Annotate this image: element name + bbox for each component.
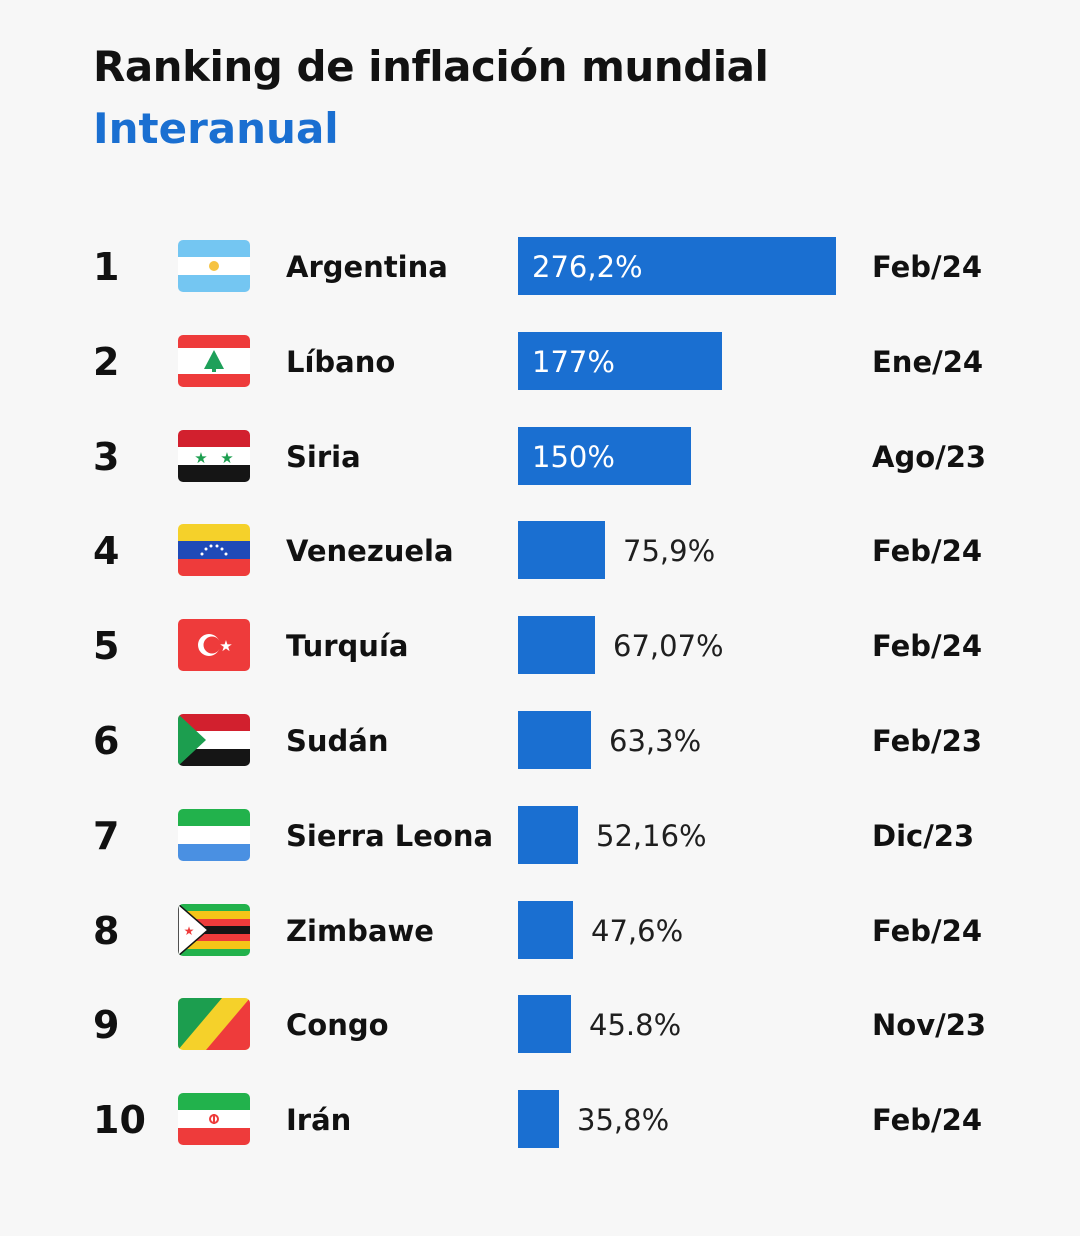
- country-label: Argentina: [286, 250, 448, 284]
- argentina-flag-icon: [178, 240, 250, 292]
- sudan-flag-icon: [178, 714, 250, 766]
- bar-zimbawe: [518, 900, 573, 959]
- bar-sierra-leona: [518, 805, 578, 864]
- ranking-row-venezuela: 4 Venezuela 75,9% Feb/24: [0, 521, 1080, 581]
- date-label: Feb/24: [872, 913, 983, 948]
- value-label: 35,8%: [577, 1103, 670, 1138]
- country-label: Zimbawe: [286, 913, 434, 948]
- rank-number: 10: [93, 1098, 146, 1143]
- rank-number: 7: [93, 813, 120, 858]
- date-label: Feb/24: [872, 534, 983, 569]
- congo-flag-icon: [178, 998, 250, 1051]
- rank-number: 8: [93, 908, 120, 953]
- value-label: 47,6%: [591, 913, 684, 948]
- value-label: 177%: [532, 344, 615, 379]
- rank-number: 2: [93, 339, 120, 384]
- rank-number: 3: [93, 434, 120, 479]
- value-label: 150%: [532, 439, 615, 474]
- ranking-row-argentina: 1 Argentina 276,2% Feb/24: [0, 237, 1080, 297]
- value-label: 45.8%: [589, 1008, 682, 1043]
- syria-flag-icon: ★ ★: [178, 429, 250, 482]
- ranking-row-sierra-leona: 7 Sierra Leona 52,16% Dic/23: [0, 805, 1080, 866]
- date-label: Feb/24: [872, 250, 983, 284]
- chart-subtitle: Interanual: [93, 104, 339, 153]
- date-label: Feb/24: [872, 1103, 983, 1138]
- svg-text:★: ★: [184, 924, 195, 938]
- bar-siria: [518, 426, 691, 485]
- ranking-row-zimbawe: 8 ★ Zimbawe 47,6% Feb/24: [0, 900, 1080, 961]
- rank-number: 9: [93, 1003, 120, 1048]
- country-label: Sierra Leona: [286, 818, 494, 853]
- ranking-row-libano: 2 Líbano 177% Ene/24: [0, 331, 1080, 392]
- bar-venezuela: [518, 521, 605, 580]
- turkey-flag-icon: ★: [178, 619, 250, 672]
- sierra-leone-flag-icon: [178, 808, 250, 861]
- venezuela-flag-icon: [178, 524, 250, 577]
- value-label: 52,16%: [596, 818, 707, 853]
- bar-iran: [518, 1090, 559, 1149]
- date-label: Nov/23: [872, 1008, 987, 1043]
- value-label: 75,9%: [623, 534, 716, 569]
- chart-title: Ranking de inflación mundial: [93, 42, 769, 91]
- date-label: Feb/23: [872, 724, 983, 758]
- bar-libano: [518, 331, 722, 390]
- date-label: Ene/24: [872, 344, 984, 379]
- bar-turquia: [518, 616, 595, 675]
- svg-text:★: ★: [194, 449, 207, 467]
- bar-sudan: [518, 711, 591, 769]
- lebanon-flag-icon: [178, 334, 250, 387]
- zimbabwe-flag-icon: ★: [178, 903, 250, 956]
- svg-text:★: ★: [220, 449, 233, 467]
- ranking-row-siria: 3 ★ ★ Siria 150% Ago/23: [0, 426, 1080, 487]
- country-label: Turquía: [286, 629, 409, 664]
- country-label: Congo: [286, 1008, 389, 1043]
- country-label: Irán: [286, 1103, 352, 1138]
- value-label: 63,3%: [609, 724, 702, 758]
- country-label: Venezuela: [286, 534, 454, 569]
- ranking-row-iran: 10 Irán 35,8% Feb/24: [0, 1090, 1080, 1150]
- rank-number: 1: [93, 245, 120, 289]
- bar-argentina: [518, 237, 836, 295]
- ranking-row-turquia: 5 ★ Turquía 67,07% Feb/24: [0, 616, 1080, 676]
- value-label: 276,2%: [532, 250, 643, 284]
- date-label: Feb/24: [872, 629, 983, 664]
- ranking-row-congo: 9 Congo 45.8% Nov/23: [0, 995, 1080, 1055]
- country-label: Siria: [286, 439, 361, 474]
- rank-number: 6: [93, 719, 120, 763]
- country-label: Líbano: [286, 344, 396, 379]
- iran-flag-icon: [178, 1093, 250, 1146]
- bar-congo: [518, 995, 571, 1054]
- rank-number: 5: [93, 624, 120, 669]
- value-label: 67,07%: [613, 629, 724, 664]
- date-label: Ago/23: [872, 439, 987, 474]
- rank-number: 4: [93, 529, 120, 574]
- svg-text:★: ★: [219, 637, 232, 655]
- ranking-row-sudan: 6 Sudán 63,3% Feb/23: [0, 711, 1080, 771]
- date-label: Dic/23: [872, 818, 975, 853]
- country-label: Sudán: [286, 724, 389, 758]
